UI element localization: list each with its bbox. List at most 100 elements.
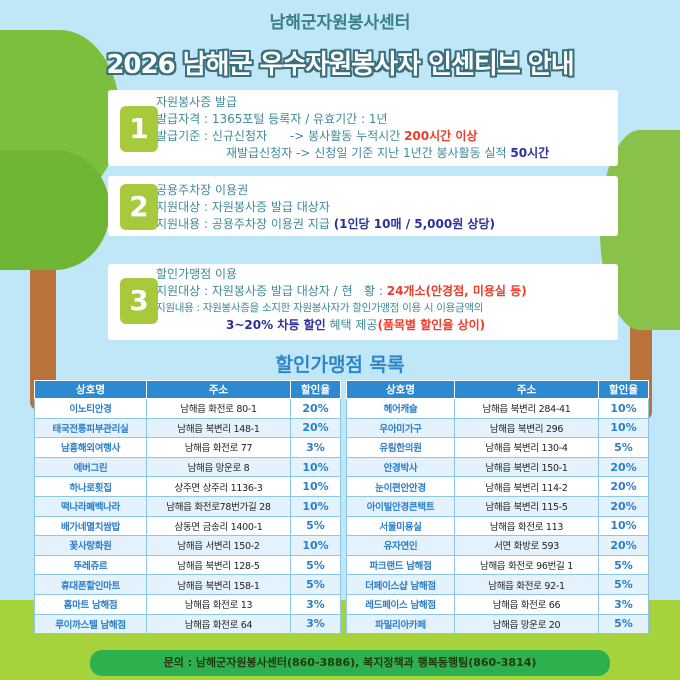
store-name: 유림한의원 — [346, 437, 455, 458]
table-row: 우아미가구 남해읍 북변리 296 10% — [346, 417, 649, 439]
discount-rate: 3% — [290, 613, 341, 635]
table-row: 헤어캐슬 남해읍 북변리 284-41 10% — [346, 398, 649, 419]
highlight: 3~20% 차등 할인 — [226, 318, 326, 332]
store-name: 서울미용실 — [346, 515, 455, 537]
store-name: 눈이편안안경 — [346, 476, 455, 497]
store-name: 남흥해외여행사 — [34, 437, 147, 458]
benefit-card-1: 1 자원봉사증 발급 발급자격 : 1365포털 등록자 / 유효기간 : 1년… — [108, 90, 618, 166]
store-name: 홈마트 남해점 — [34, 593, 147, 615]
discount-rate: 10% — [290, 456, 341, 478]
discount-rate: 20% — [598, 535, 649, 556]
column-header: 주소 — [146, 380, 291, 399]
table-row: 눈이편안안경 남해읍 북변리 114-2 20% — [346, 476, 649, 497]
store-list-title: 할인가맹점 목록 — [275, 354, 405, 376]
store-address: 남해읍 북변리 150-1 — [454, 456, 599, 478]
discount-rate: 5% — [598, 574, 649, 595]
store-address: 남해읍 북변리 158-1 — [146, 574, 291, 595]
store-address: 남해읍 망운로 20 — [454, 613, 599, 635]
discount-rate: 3% — [598, 593, 649, 615]
store-name: 헤어캐슬 — [346, 398, 455, 419]
discount-rate: 10% — [290, 495, 341, 517]
column-header: 할인율 — [598, 380, 649, 399]
card-line: 지원내용 : 공용주차장 이용권 지급 — [156, 217, 334, 231]
store-name: 태국전통피부관리실 — [34, 417, 147, 439]
table-row: 파밀리아카페 남해읍 망운로 20 5% — [346, 613, 649, 635]
column-header: 할인율 — [290, 380, 341, 399]
store-address: 남해읍 북변리 115-5 — [454, 495, 599, 517]
store-name: 레드페이스 남해점 — [346, 593, 455, 615]
store-address: 삼동면 금송리 1400-1 — [146, 515, 291, 537]
column-header: 주소 — [454, 380, 599, 399]
store-address: 남해읍 서변리 150-2 — [146, 535, 291, 556]
table-row: 레드페이스 남해점 남해읍 화전로 66 3% — [346, 593, 649, 615]
store-address: 남해읍 화전로 113 — [454, 515, 599, 537]
card-heading: 공용주차장 이용권 — [156, 183, 249, 197]
number-badge: 2 — [120, 184, 158, 230]
store-address: 남해읍 북변리 128-5 — [146, 554, 291, 576]
table-row: 이노티안경 남해읍 화전로 80-1 20% — [34, 398, 341, 419]
card-line: 발급자격 : 1365포털 등록자 / 유효기간 : 1년 — [156, 112, 388, 126]
store-name: 안경박사 — [346, 456, 455, 478]
discount-rate: 5% — [290, 574, 341, 595]
discount-rate: 20% — [290, 417, 341, 439]
card-heading: 할인가맹점 이용 — [156, 267, 238, 281]
store-name: 파밀리아카페 — [346, 613, 455, 635]
benefit-card-3: 3 할인가맹점 이용 지원대상 : 자원봉사증 발급 대상자 / 현 황 : 2… — [108, 264, 618, 340]
table-row: 휴대폰할인마트 남해읍 북변리 158-1 5% — [34, 574, 341, 595]
table-row: 뚜레쥬르 남해읍 북변리 128-5 5% — [34, 554, 341, 576]
table-row: 루이까스텔 남해점 남해읍 화전로 64 3% — [34, 613, 341, 635]
store-name: 아이빌안경콘택트 — [346, 495, 455, 517]
contact-footer: 문의 : 남해군자원봉사센터(860-3886), 복지정책과 행복동행팀(86… — [90, 650, 610, 676]
discount-rate: 5% — [290, 554, 341, 576]
table-row: 꽃사랑화원 남해읍 서변리 150-2 10% — [34, 535, 341, 556]
store-name: 우아미가구 — [346, 417, 455, 439]
benefit-card-2: 2 공용주차장 이용권 지원대상 : 자원봉사증 발급 대상자 지원내용 : 공… — [108, 176, 618, 236]
store-address: 남해읍 북변리 284-41 — [454, 398, 599, 419]
store-name: 유자연인 — [346, 535, 455, 556]
card-line: 재발급신청자 -> 신청일 기준 지난 1년간 봉사활동 실적 — [226, 146, 511, 160]
highlight: 200시간 이상 — [404, 129, 478, 143]
store-address: 남해읍 화전로 96번길 1 — [454, 554, 599, 576]
store-name: 꽃사랑화원 — [34, 535, 147, 556]
column-header: 상호명 — [346, 380, 455, 399]
store-name: 휴대폰할인마트 — [34, 574, 147, 595]
discount-rate: 20% — [598, 456, 649, 478]
store-address: 남해읍 화전로 77 — [146, 437, 291, 458]
store-address: 남해읍 화전로 13 — [146, 593, 291, 615]
discount-rate: 20% — [598, 495, 649, 517]
discount-rate: 3% — [290, 593, 341, 615]
table-row: 홈마트 남해점 남해읍 화전로 13 3% — [34, 593, 341, 615]
card-line: 지원내용 : 자원봉사증을 소지한 자원봉사자가 할인가맹점 이용 시 이용금액… — [156, 302, 484, 314]
discount-rate: 20% — [290, 398, 341, 419]
store-address: 서면 화방로 593 — [454, 535, 599, 556]
store-address: 남해읍 북변리 114-2 — [454, 476, 599, 497]
table-row: 떡나라폐백나라 남해읍 화전로78번가길 28 10% — [34, 495, 341, 517]
store-address: 남해읍 화전로78번가길 28 — [146, 495, 291, 517]
store-address: 남해읍 화전로 92-1 — [454, 574, 599, 595]
store-name: 파크랜드 남해점 — [346, 554, 455, 576]
page-title: 2026 남해군 우수자원봉사자 인센티브 안내 — [106, 50, 574, 80]
discount-rate: 10% — [290, 476, 341, 497]
store-name: 에버그린 — [34, 456, 147, 478]
card-heading: 자원봉사증 발급 — [156, 95, 238, 109]
store-name: 루이까스텔 남해점 — [34, 613, 147, 635]
highlight: 50시간 — [510, 146, 550, 160]
number-badge: 1 — [120, 106, 158, 152]
table-row: 남흥해외여행사 남해읍 화전로 77 3% — [34, 437, 341, 458]
highlight: (1인당 10매 / 5,000원 상당) — [333, 217, 495, 231]
card-line: 지원대상 : 자원봉사증 발급 대상자 — [156, 200, 330, 214]
table-row: 안경박사 남해읍 북변리 150-1 20% — [346, 456, 649, 478]
organization-name: 남해군자원봉사센터 — [269, 13, 411, 33]
store-address: 남해읍 화전로 66 — [454, 593, 599, 615]
table-row: 태국전통피부관리실 남해읍 북변리 148-1 20% — [34, 417, 341, 439]
store-address: 남해읍 망운로 8 — [146, 456, 291, 478]
column-header: 상호명 — [34, 380, 147, 399]
store-address: 남해읍 북변리 296 — [454, 417, 599, 439]
discount-rate: 5% — [598, 554, 649, 576]
store-address: 남해읍 북변리 130-4 — [454, 437, 599, 458]
store-table-left: 상호명 주소 할인율 이노티안경 남해읍 화전로 80-1 20% 태국전통피부관리실 남해… — [34, 380, 341, 635]
discount-rate: 3% — [290, 437, 341, 458]
store-address: 남해읍 화전로 80-1 — [146, 398, 291, 419]
store-table-right: 상호명 주소 할인율 헤어캐슬 남해읍 북변리 284-41 10% 우아미가구 남해읍 북… — [346, 380, 649, 635]
table-row: 하나로횟집 상주면 상주리 1136-3 10% — [34, 476, 341, 497]
